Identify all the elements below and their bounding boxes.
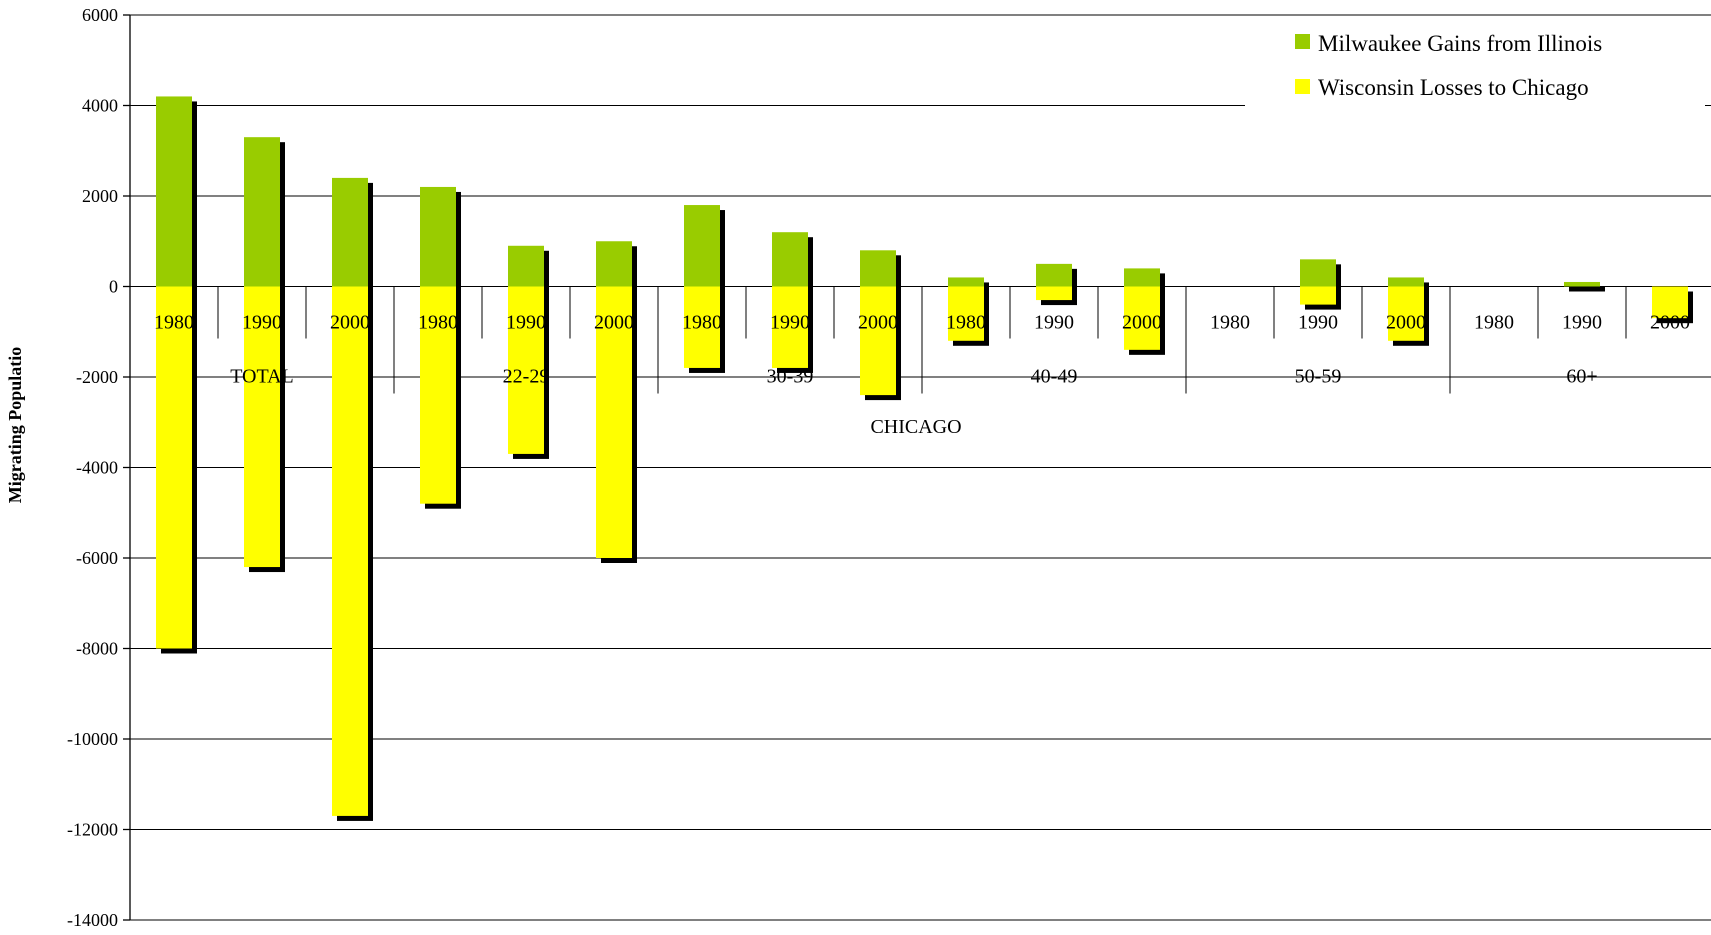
bar-gains-3 bbox=[420, 186, 456, 287]
bar-gains-8 bbox=[860, 250, 896, 287]
legend-label-milwaukee-gains: Milwaukee Gains from Illinois bbox=[1318, 31, 1602, 56]
bar-gains-9 bbox=[948, 277, 984, 287]
y-tick-label-4: -2000 bbox=[76, 367, 118, 387]
bar-losses-14 bbox=[1388, 286, 1424, 341]
y-tick-label-10: -14000 bbox=[67, 910, 118, 930]
bar-gains-0 bbox=[156, 96, 192, 287]
bar-gains-4 bbox=[508, 245, 544, 287]
x-tick-label-7: 1990 bbox=[770, 312, 810, 334]
x-tick-label-11: 2000 bbox=[1122, 312, 1162, 334]
bar-gains-2 bbox=[332, 177, 368, 287]
bar-losses-6 bbox=[684, 286, 720, 368]
bar-losses-13 bbox=[1300, 286, 1336, 305]
group-label-4: 50-59 bbox=[1295, 366, 1342, 388]
bar-gains-11 bbox=[1124, 268, 1160, 287]
x-tick-label-4: 1990 bbox=[506, 312, 546, 334]
group-label-1: 22-29 bbox=[503, 366, 550, 388]
bar-losses-10 bbox=[1036, 286, 1072, 301]
x-tick-label-16: 1990 bbox=[1562, 312, 1602, 334]
group-label-5: 60+ bbox=[1566, 366, 1597, 388]
x-tick-label-5: 2000 bbox=[594, 312, 634, 334]
bar-gains-6 bbox=[684, 205, 720, 287]
x-tick-label-14: 2000 bbox=[1386, 312, 1426, 334]
x-tick-label-13: 1990 bbox=[1298, 312, 1338, 334]
bar-gains-13 bbox=[1300, 259, 1336, 287]
bar-gains-7 bbox=[772, 232, 808, 287]
legend-swatch-milwaukee-gains bbox=[1295, 34, 1310, 49]
bars bbox=[156, 96, 1693, 821]
x-tick-label-9: 1980 bbox=[946, 312, 986, 334]
gridlines bbox=[130, 14, 1711, 921]
y-tick-label-2: 2000 bbox=[82, 186, 118, 206]
legend: Milwaukee Gains from Illinois Wisconsin … bbox=[1245, 24, 1705, 106]
y-tick-label-0: 6000 bbox=[82, 5, 118, 25]
y-axis-label: Migrating Populatio bbox=[5, 347, 25, 504]
x-tick-label-6: 1980 bbox=[682, 312, 722, 334]
y-tick-label-7: -8000 bbox=[76, 639, 118, 659]
y-tick-label-8: -10000 bbox=[67, 729, 118, 749]
x-tick-label-10: 1990 bbox=[1034, 312, 1074, 334]
x-tick-label-0: 1980 bbox=[154, 312, 194, 334]
x-tick-label-3: 1980 bbox=[418, 312, 458, 334]
x-tick-label-2: 2000 bbox=[330, 312, 370, 334]
value-axis: 6000 4000 2000 0 -2000 -4000 -6000 -8000 -10000 -… bbox=[67, 5, 131, 930]
bar-losses-7 bbox=[772, 286, 808, 368]
bar-gains-5 bbox=[596, 241, 632, 287]
group-label-3: 40-49 bbox=[1031, 366, 1078, 388]
group-label-0: TOTAL bbox=[230, 366, 294, 388]
group-label-2: 30-39 bbox=[767, 366, 814, 388]
x-tick-label-12: 1980 bbox=[1210, 312, 1250, 334]
bar-shadow-gains-16 bbox=[1569, 286, 1605, 292]
x-axis-label: CHICAGO bbox=[870, 416, 961, 438]
category-axis: 1980 1990 2000 1980 1990 2000 1980 1990 2000 1980… bbox=[154, 286, 1690, 394]
bar-losses-1 bbox=[244, 286, 280, 568]
bar-losses-4 bbox=[508, 286, 544, 454]
bar-losses-17 bbox=[1652, 286, 1688, 319]
y-tick-label-6: -6000 bbox=[76, 548, 118, 568]
x-tick-label-15: 1980 bbox=[1474, 312, 1514, 334]
x-tick-label-8: 2000 bbox=[858, 312, 898, 334]
bar-losses-0 bbox=[156, 286, 192, 649]
y-tick-label-1: 4000 bbox=[82, 96, 118, 116]
bar-losses-2 bbox=[332, 286, 368, 816]
bar-losses-3 bbox=[420, 286, 456, 504]
bar-losses-8 bbox=[860, 286, 896, 396]
y-tick-label-3: 0 bbox=[109, 277, 118, 297]
legend-swatch-wisconsin-losses bbox=[1295, 79, 1310, 94]
y-tick-label-5: -4000 bbox=[76, 458, 118, 478]
x-tick-label-17: 2000 bbox=[1650, 312, 1690, 334]
bar-gains-1 bbox=[244, 137, 280, 287]
bar-gains-16 bbox=[1564, 281, 1600, 287]
bar-gains-10 bbox=[1036, 263, 1072, 287]
legend-background bbox=[1245, 24, 1705, 106]
bar-losses-11 bbox=[1124, 286, 1160, 350]
y-tick-label-9: -12000 bbox=[67, 820, 118, 840]
x-tick-label-1: 1990 bbox=[242, 312, 282, 334]
bar-gains-14 bbox=[1388, 277, 1424, 287]
bar-losses-9 bbox=[948, 286, 984, 341]
legend-label-wisconsin-losses: Wisconsin Losses to Chicago bbox=[1318, 75, 1589, 100]
bar-losses-5 bbox=[596, 286, 632, 558]
